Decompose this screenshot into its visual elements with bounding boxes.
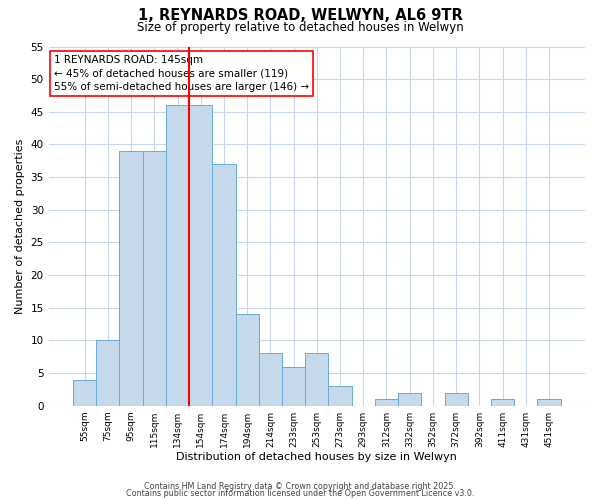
Text: 1 REYNARDS ROAD: 145sqm
← 45% of detached houses are smaller (119)
55% of semi-d: 1 REYNARDS ROAD: 145sqm ← 45% of detache… <box>54 56 309 92</box>
Bar <box>189 106 212 406</box>
Bar <box>328 386 352 406</box>
Text: Contains HM Land Registry data © Crown copyright and database right 2025.: Contains HM Land Registry data © Crown c… <box>144 482 456 491</box>
Bar <box>96 340 119 406</box>
X-axis label: Distribution of detached houses by size in Welwyn: Distribution of detached houses by size … <box>176 452 457 462</box>
Bar <box>143 151 166 406</box>
Bar <box>212 164 236 406</box>
Bar <box>119 151 143 406</box>
Bar <box>538 399 560 406</box>
Bar <box>236 314 259 406</box>
Bar <box>445 392 468 406</box>
Bar <box>166 106 189 406</box>
Bar <box>282 366 305 406</box>
Bar <box>73 380 96 406</box>
Bar <box>305 354 328 406</box>
Y-axis label: Number of detached properties: Number of detached properties <box>15 138 25 314</box>
Bar <box>491 399 514 406</box>
Text: Contains public sector information licensed under the Open Government Licence v3: Contains public sector information licen… <box>126 489 474 498</box>
Bar <box>375 399 398 406</box>
Text: 1, REYNARDS ROAD, WELWYN, AL6 9TR: 1, REYNARDS ROAD, WELWYN, AL6 9TR <box>137 8 463 22</box>
Bar <box>398 392 421 406</box>
Bar <box>259 354 282 406</box>
Text: Size of property relative to detached houses in Welwyn: Size of property relative to detached ho… <box>137 21 463 34</box>
